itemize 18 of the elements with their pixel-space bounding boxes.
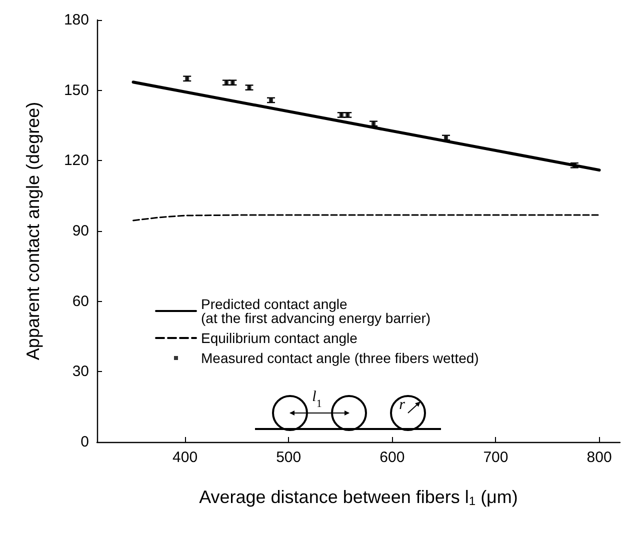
x-tick-label: 600 [380, 449, 405, 466]
legend-label: Measured contact angle (three fibers wetted) [201, 350, 479, 366]
y-tick-label: 60 [72, 292, 89, 310]
y-tick-label: 180 [64, 12, 89, 28]
y-tick-label: 90 [72, 222, 89, 240]
legend-label: Equilibrium contact angle [201, 330, 358, 346]
x-tick-label: 800 [586, 449, 612, 466]
x-tick-label: 400 [172, 449, 198, 466]
x-tick-label: 700 [483, 449, 508, 466]
annotation: l$_{1}$ [312, 389, 322, 410]
legend-label: Predicted contact angle (at the first advancing energy barrier) [201, 296, 431, 326]
y-tick-label: 0 [80, 434, 89, 450]
y-axis-title: Apparent contact angle (degree) [23, 102, 43, 360]
y-tick-label: 150 [64, 82, 89, 99]
x-tick-label: 500 [276, 449, 302, 466]
annotation: r [399, 397, 406, 413]
y-tick-label: 120 [64, 152, 89, 170]
y-tick-label: 30 [72, 363, 89, 380]
